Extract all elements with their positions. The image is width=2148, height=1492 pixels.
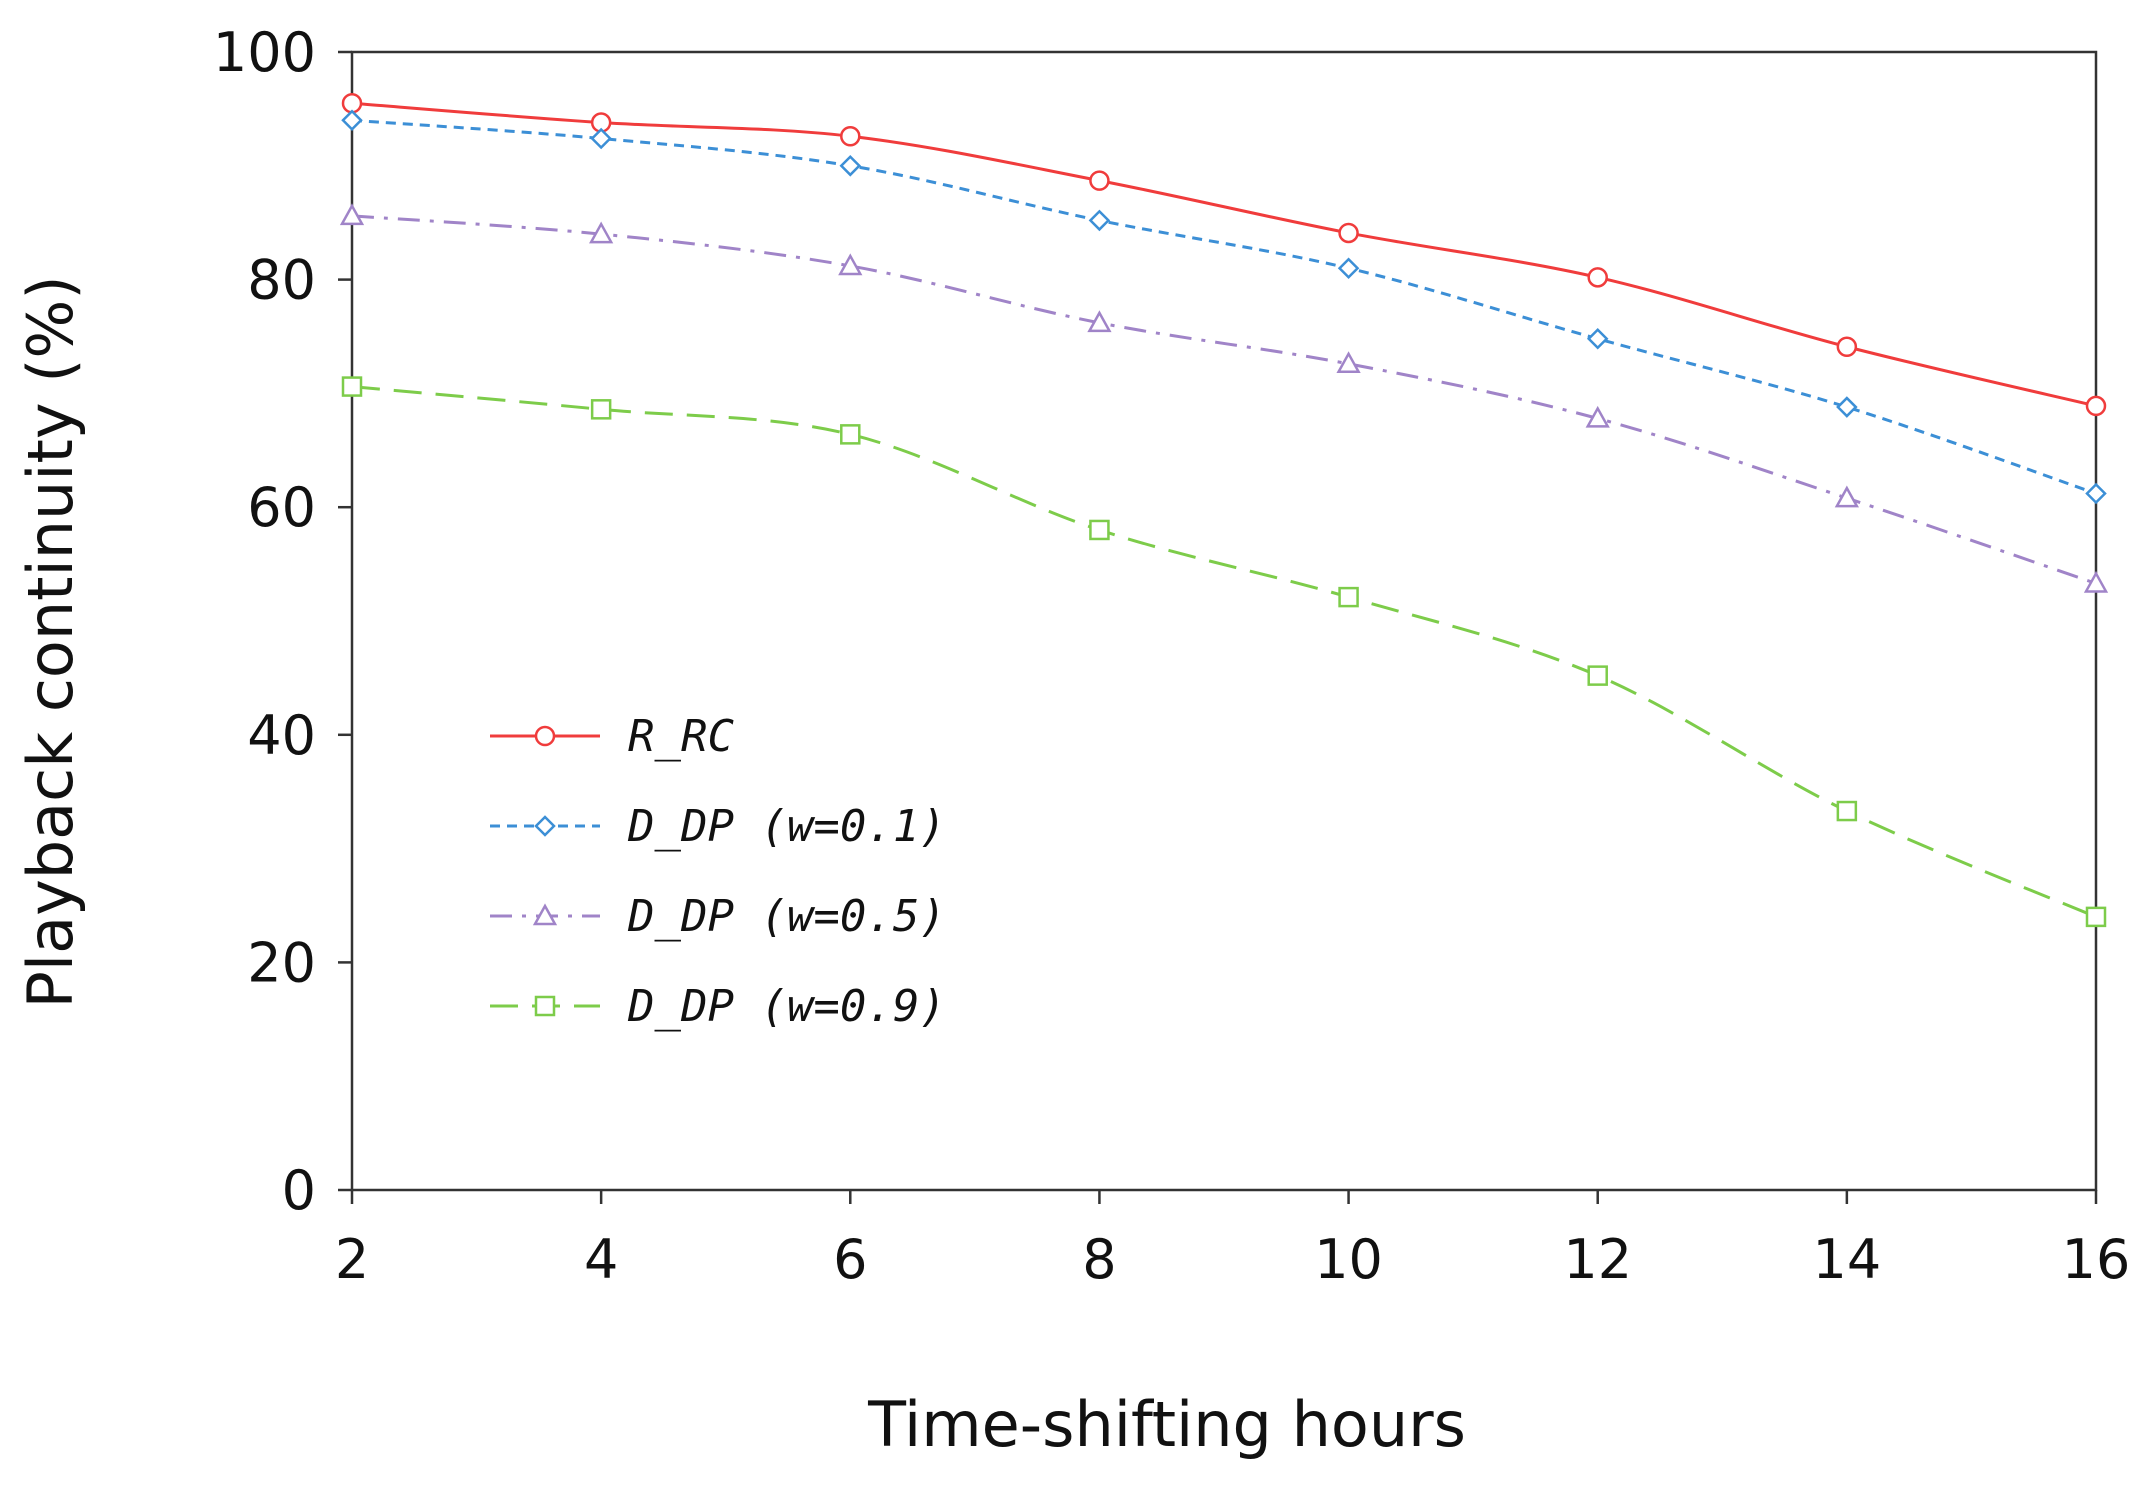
data-point-triangle [2083, 570, 2109, 593]
legend-label-square: D_DP (w=0.9) [627, 981, 946, 1032]
data-point-square [590, 399, 612, 420]
y-tick-label: 80 [247, 249, 316, 312]
x-tick-label: 8 [1082, 1228, 1116, 1291]
plot-border [350, 50, 2098, 1192]
series-line-diamond [351, 118, 2097, 495]
data-point-circle [1836, 336, 1858, 357]
y-tick-label: 40 [247, 704, 316, 767]
data-point-triangle [1087, 310, 1112, 333]
data-point-diamond [839, 155, 862, 177]
data-point-triangle [1834, 485, 1859, 508]
x-tick-label: 4 [584, 1228, 618, 1291]
legend-label-triangle: D_DP (w=0.5) [627, 891, 946, 942]
data-point-diamond [1088, 209, 1111, 232]
data-point-square [2085, 906, 2107, 928]
legend-marker-circle [534, 725, 556, 747]
y-tick-label: 60 [247, 476, 316, 539]
legend-item-square: D_DP (w=0.9) [490, 981, 946, 1032]
data-point-circle [1089, 170, 1110, 191]
data-point-circle [1338, 222, 1359, 244]
x-tick-label: 16 [2062, 1228, 2131, 1291]
data-point-triangle [1585, 405, 1610, 428]
axis-ticks: 0 20 40 60 80 100 2 4 6 8 10 12 14 16 [213, 21, 2130, 1291]
x-tick-label: 12 [1563, 1228, 1632, 1291]
data-point-circle [840, 125, 861, 147]
data-point-triangle [838, 253, 863, 276]
series-line-circle [351, 101, 2097, 408]
series-diamond [341, 109, 2107, 505]
x-tick-label: 6 [833, 1228, 867, 1291]
x-tick-label: 10 [1314, 1228, 1383, 1291]
legend-item-circle: R_RC [490, 711, 734, 762]
legend-label-circle: R_RC [628, 711, 734, 762]
data-point-diamond [1836, 396, 1858, 418]
data-point-circle [1587, 267, 1608, 288]
data-point-square [1089, 519, 1110, 541]
data-point-diamond [1337, 257, 1360, 279]
series-layer [339, 92, 2109, 928]
series-square [341, 376, 2107, 928]
data-point-circle [2085, 395, 2107, 417]
x-tick-label: 14 [1812, 1228, 1881, 1291]
plot-frame [350, 50, 2098, 1192]
legend-marker-square [534, 995, 556, 1017]
data-point-circle [341, 92, 363, 114]
data-point-triangle [1336, 351, 1361, 374]
legend-marker-triangle [532, 903, 558, 926]
data-point-diamond [1586, 328, 1609, 350]
data-point-square [341, 376, 363, 397]
x-tick-label: 2 [335, 1228, 369, 1291]
data-point-square [1836, 800, 1858, 822]
y-tick-label: 0 [282, 1159, 316, 1222]
data-point-diamond [2085, 482, 2107, 505]
x-axis-title: Time-shifting hours [867, 1388, 1466, 1461]
series-circle [341, 92, 2107, 417]
data-point-diamond [341, 109, 363, 132]
data-point-triangle [589, 221, 614, 244]
data-point-square [840, 424, 861, 445]
legend-item-diamond: D_DP (w=0.1) [490, 801, 946, 852]
data-point-square [1587, 665, 1608, 686]
series-line-triangle [351, 214, 2097, 585]
y-axis-title: Playback continuity (%) [14, 275, 87, 1008]
series-line-square [351, 385, 2097, 919]
legend-item-triangle: D_DP (w=0.5) [490, 891, 946, 942]
series-triangle [339, 203, 2109, 593]
data-point-triangle [339, 203, 365, 226]
y-tick-label: 20 [247, 931, 316, 994]
legend-label-diamond: D_DP (w=0.1) [627, 801, 946, 852]
y-tick-label: 100 [213, 21, 316, 84]
data-point-square [1338, 586, 1359, 608]
data-point-diamond [590, 127, 612, 150]
legend-marker-diamond [534, 815, 556, 837]
legend: R_RC D_DP (w=0.1) D_DP (w=0.5) D_DP (w=0.9) [490, 711, 946, 1032]
